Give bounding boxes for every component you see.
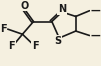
Text: N: N [58, 4, 66, 14]
Text: F: F [8, 41, 15, 51]
Text: O: O [20, 1, 28, 11]
Text: S: S [54, 36, 61, 46]
Text: F: F [0, 24, 6, 34]
Text: —: — [90, 30, 100, 41]
Text: —: — [90, 6, 100, 16]
Text: F: F [32, 41, 39, 51]
